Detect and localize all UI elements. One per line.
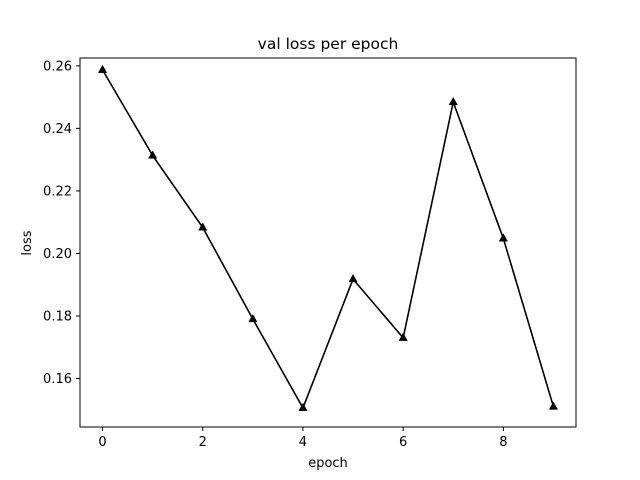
data-point bbox=[498, 233, 508, 242]
y-axis: 0.16 0.18 0.20 0.22 0.24 0.26 bbox=[43, 59, 80, 387]
data-point bbox=[448, 96, 458, 106]
x-tick-label: 2 bbox=[199, 435, 207, 450]
data-point bbox=[148, 150, 158, 159]
series-line bbox=[101, 69, 555, 409]
series-layer bbox=[97, 64, 559, 411]
x-axis-label: epoch bbox=[308, 456, 348, 471]
y-axis-label: loss bbox=[20, 230, 35, 255]
plot-frame bbox=[79, 57, 577, 428]
x-tick-label: 0 bbox=[98, 435, 106, 450]
data-point bbox=[548, 401, 559, 410]
y-tick-label: 0.26 bbox=[43, 59, 72, 74]
x-tick-label: 8 bbox=[499, 435, 507, 450]
x-tick-label: 4 bbox=[299, 435, 307, 450]
plot-area bbox=[80, 58, 576, 427]
data-point bbox=[298, 402, 308, 411]
x-tick-label: 6 bbox=[399, 435, 407, 450]
data-point bbox=[398, 332, 408, 341]
y-tick-label: 0.16 bbox=[43, 372, 72, 387]
y-tick-label: 0.22 bbox=[43, 184, 72, 199]
data-point bbox=[198, 222, 208, 231]
data-point bbox=[348, 273, 358, 283]
x-axis: 0 2 4 6 8 bbox=[98, 427, 507, 450]
y-tick-label: 0.18 bbox=[43, 309, 72, 324]
y-tick-label: 0.20 bbox=[43, 247, 72, 262]
chart-title: val loss per epoch bbox=[258, 35, 399, 53]
data-point bbox=[248, 314, 258, 323]
data-point bbox=[97, 64, 108, 73]
y-tick-label: 0.24 bbox=[43, 122, 72, 137]
